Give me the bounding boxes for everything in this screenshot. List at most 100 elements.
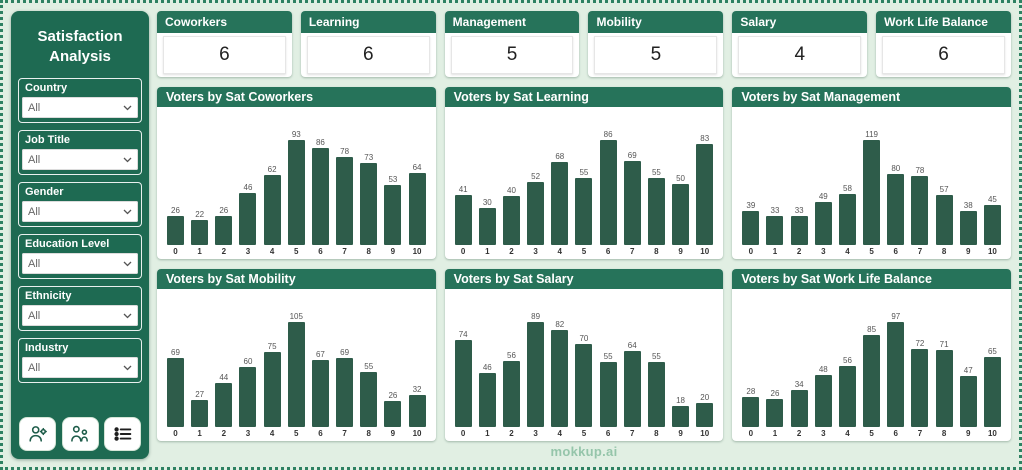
kpi-card-salary: Salary 4	[732, 11, 868, 77]
bar[interactable]	[191, 400, 209, 427]
bar[interactable]	[384, 401, 402, 427]
bar-column: 73 8	[358, 153, 379, 257]
bar[interactable]	[696, 144, 714, 245]
bar[interactable]	[167, 358, 184, 427]
bar[interactable]	[478, 208, 496, 245]
kpi-body: 6	[157, 33, 292, 77]
bar[interactable]	[623, 161, 641, 245]
bar[interactable]	[575, 178, 593, 245]
bar[interactable]	[814, 202, 832, 245]
bar[interactable]	[527, 182, 545, 245]
filter-label: Gender	[25, 186, 64, 198]
bar[interactable]	[191, 220, 209, 245]
bar[interactable]	[696, 403, 714, 427]
bar[interactable]	[360, 163, 378, 245]
bar[interactable]	[935, 195, 953, 245]
bar[interactable]	[287, 140, 305, 245]
bar-column: 28 0	[740, 387, 761, 439]
bar[interactable]	[672, 184, 690, 245]
bar[interactable]	[287, 322, 305, 427]
bar[interactable]	[311, 360, 329, 427]
bar-value-label: 62	[267, 165, 277, 174]
bar[interactable]	[863, 140, 881, 245]
bar[interactable]	[311, 148, 329, 245]
bar[interactable]	[911, 176, 929, 245]
bar[interactable]	[336, 157, 354, 245]
bar-value-label: 48	[818, 365, 828, 374]
bars-container: 69 0 27 1 44 2 60 3 75 4 105 5 67 6 69 7	[165, 293, 428, 439]
bar[interactable]	[408, 173, 426, 245]
filter-dropdown[interactable]: All	[22, 253, 138, 274]
bar[interactable]	[239, 193, 257, 245]
bar[interactable]	[742, 211, 760, 245]
bar[interactable]	[575, 344, 593, 427]
bar[interactable]	[360, 372, 378, 427]
people-button[interactable]	[61, 417, 99, 451]
bar[interactable]	[790, 390, 808, 427]
bar-column: 67 6	[310, 350, 331, 439]
bar[interactable]	[336, 358, 354, 427]
bar[interactable]	[983, 357, 1001, 427]
bar[interactable]	[454, 340, 472, 427]
bar[interactable]	[527, 322, 545, 427]
filter-dropdown[interactable]: All	[22, 201, 138, 222]
bar[interactable]	[599, 140, 617, 245]
bar[interactable]	[599, 362, 617, 427]
bar[interactable]	[502, 361, 520, 427]
filter-dropdown[interactable]: All	[22, 149, 138, 170]
axis-tick-label: 3	[821, 247, 826, 256]
bar[interactable]	[408, 395, 426, 427]
filter-dropdown[interactable]: All	[22, 97, 138, 118]
filter-job-title: Job Title All	[18, 130, 142, 175]
bar[interactable]	[935, 350, 953, 427]
bar-value-label: 86	[315, 138, 325, 147]
kpi-card-work-life-balance: Work Life Balance 6	[876, 11, 1011, 77]
axis-tick-label: 1	[197, 429, 202, 438]
bar[interactable]	[647, 178, 665, 245]
bar[interactable]	[263, 352, 281, 427]
bar-value-label: 53	[388, 175, 398, 184]
filter-dropdown[interactable]: All	[22, 357, 138, 378]
bar[interactable]	[887, 322, 905, 427]
bar[interactable]	[167, 216, 184, 245]
bar[interactable]	[911, 349, 929, 427]
kpi-body: 6	[301, 33, 436, 77]
bar-value-label: 32	[412, 385, 422, 394]
bar[interactable]	[959, 211, 977, 245]
bar[interactable]	[742, 397, 760, 427]
bar[interactable]	[623, 351, 641, 427]
kpi-label: Mobility	[588, 11, 724, 33]
bar[interactable]	[239, 367, 257, 427]
bar[interactable]	[672, 406, 690, 427]
bar[interactable]	[983, 205, 1001, 245]
bar[interactable]	[766, 216, 784, 245]
bar[interactable]	[454, 195, 472, 245]
bar[interactable]	[263, 175, 281, 245]
chart-plot-area: 39 0 33 1 33 2 49 3 58 4 119 5 80 6 78 7	[732, 107, 1011, 259]
bar[interactable]	[887, 174, 905, 245]
person-settings-button[interactable]	[19, 417, 56, 451]
bar[interactable]	[959, 376, 977, 427]
axis-tick-label: 4	[269, 429, 275, 438]
axis-tick-label: 5	[294, 247, 299, 256]
bar[interactable]	[384, 185, 402, 245]
bar[interactable]	[790, 216, 808, 245]
bar[interactable]	[215, 383, 233, 427]
bar[interactable]	[551, 330, 569, 427]
bar[interactable]	[502, 196, 520, 245]
bar-value-label: 55	[579, 168, 589, 177]
list-button[interactable]	[104, 417, 141, 451]
bar[interactable]	[766, 399, 784, 427]
filter-dropdown[interactable]: All	[22, 305, 138, 326]
bar-value-label: 26	[388, 391, 398, 400]
filter-country: Country All	[18, 78, 142, 123]
bar-column: 55 5	[573, 168, 594, 257]
bar[interactable]	[863, 335, 881, 427]
bar[interactable]	[838, 194, 856, 245]
bar[interactable]	[647, 362, 665, 427]
bar[interactable]	[551, 162, 569, 245]
bar[interactable]	[838, 366, 856, 427]
bar[interactable]	[478, 373, 496, 427]
bar[interactable]	[814, 375, 832, 427]
bar[interactable]	[215, 216, 233, 245]
